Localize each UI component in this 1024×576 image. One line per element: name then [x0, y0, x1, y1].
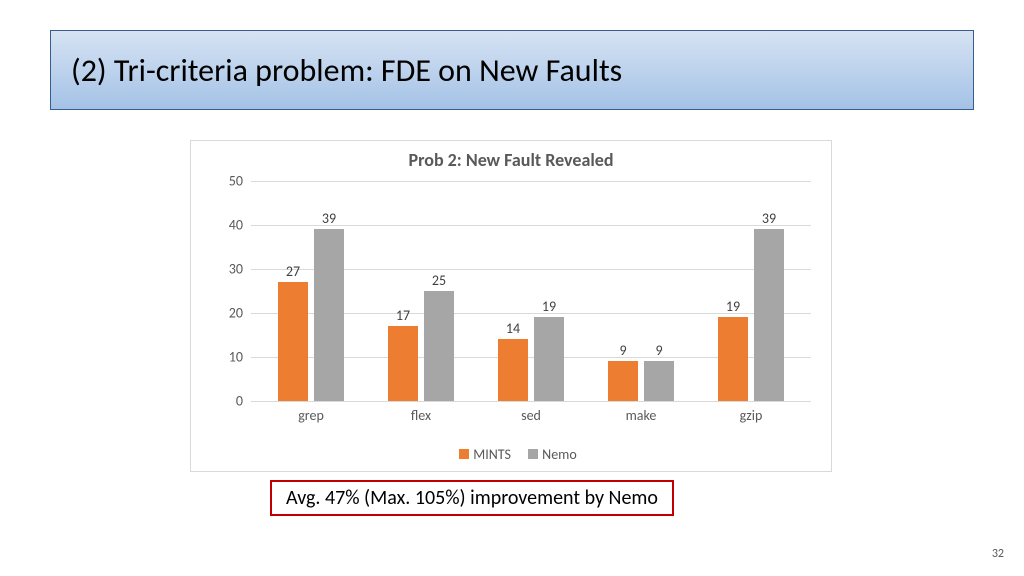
y-tick-label: 40 [229, 217, 243, 234]
legend-label-mints: MINTS [473, 446, 511, 463]
bar-mints: 9 [608, 361, 638, 401]
y-tick-label: 30 [229, 261, 243, 278]
bar-mints: 17 [388, 326, 418, 401]
slide: (2) Tri-criteria problem: FDE on New Fau… [0, 0, 1024, 576]
chart-plot-area: 010203040502739grep1725flex1419sed99make… [251, 181, 811, 401]
slide-title-bar: (2) Tri-criteria problem: FDE on New Fau… [50, 30, 974, 110]
gridline [251, 401, 811, 402]
bar-value-label: 27 [278, 263, 308, 280]
bar-value-label: 19 [534, 298, 564, 315]
legend-swatch-nemo [528, 449, 538, 459]
gridline [251, 181, 811, 182]
legend-label-nemo: Nemo [542, 446, 577, 463]
category-label: make [591, 407, 691, 424]
improvement-callout: Avg. 47% (Max. 105%) improvement by Nemo [270, 480, 674, 516]
bar-value-label: 17 [388, 307, 418, 324]
bar-value-label: 25 [424, 272, 454, 289]
bar-value-label: 9 [608, 342, 638, 359]
bar-value-label: 39 [314, 210, 344, 227]
bar-value-label: 39 [754, 210, 784, 227]
bar-nemo: 39 [314, 229, 344, 401]
bar-nemo: 19 [534, 317, 564, 401]
bar-mints: 14 [498, 339, 528, 401]
chart-container: Prob 2: New Fault Revealed 0102030405027… [190, 140, 832, 472]
legend-swatch-mints [459, 449, 469, 459]
y-tick-label: 20 [229, 305, 243, 322]
bar-mints: 27 [278, 282, 308, 401]
slide-title: (2) Tri-criteria problem: FDE on New Fau… [71, 51, 622, 90]
bar-nemo: 39 [754, 229, 784, 401]
category-label: flex [371, 407, 471, 424]
bar-value-label: 14 [498, 320, 528, 337]
bar-nemo: 9 [644, 361, 674, 401]
callout-text: Avg. 47% (Max. 105%) improvement by Nemo [286, 486, 658, 510]
bar-value-label: 9 [644, 342, 674, 359]
y-tick-label: 0 [236, 393, 243, 410]
y-tick-label: 10 [229, 349, 243, 366]
y-tick-label: 50 [229, 173, 243, 190]
category-label: grep [261, 407, 361, 424]
chart-title: Prob 2: New Fault Revealed [191, 149, 831, 171]
category-label: gzip [701, 407, 801, 424]
page-number: 32 [992, 547, 1004, 561]
bar-mints: 19 [718, 317, 748, 401]
chart-legend: MINTS Nemo [191, 446, 831, 463]
bar-nemo: 25 [424, 291, 454, 401]
category-label: sed [481, 407, 581, 424]
bar-value-label: 19 [718, 298, 748, 315]
